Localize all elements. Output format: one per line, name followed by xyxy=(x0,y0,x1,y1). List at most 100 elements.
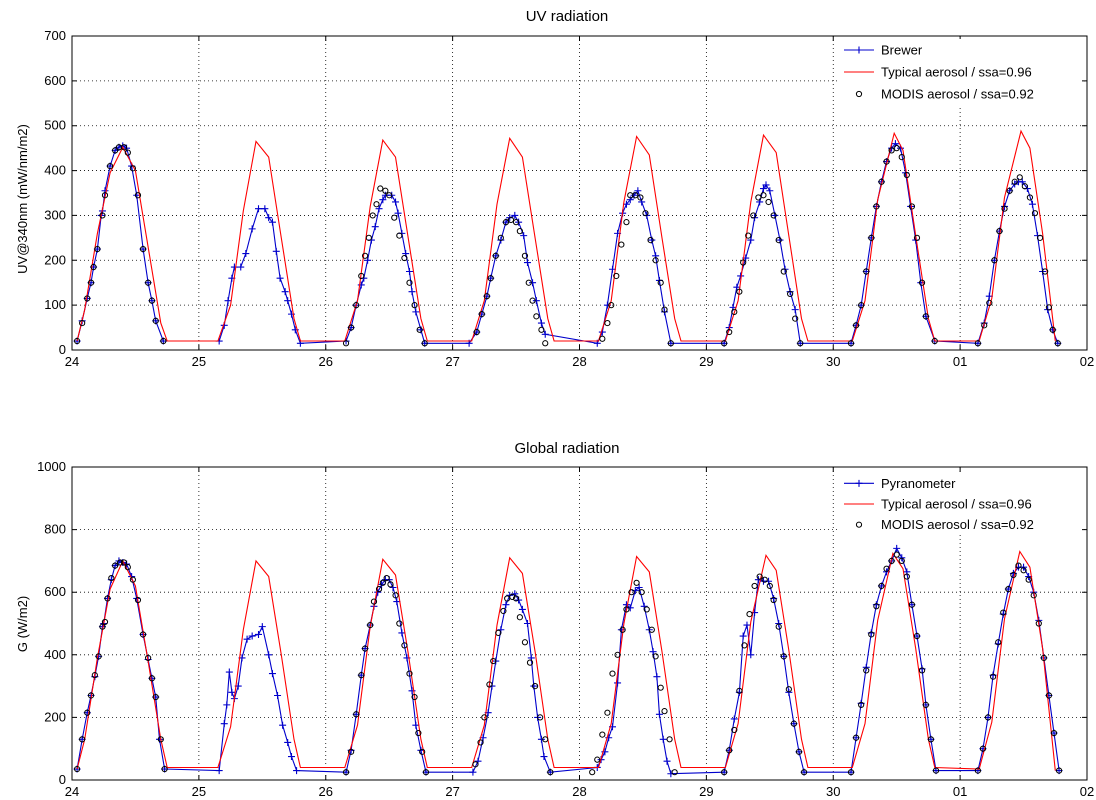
data-point-circle-126 xyxy=(1050,729,1058,737)
data-point-circle-70 xyxy=(726,328,733,336)
data-point-plus-48 xyxy=(375,205,383,213)
data-point-circle-18 xyxy=(148,675,156,682)
data-point-circle-50 xyxy=(512,595,520,602)
data-point-circle-127 xyxy=(1055,767,1063,774)
data-point-plus-82 xyxy=(605,734,613,742)
data-point-circle-8 xyxy=(106,162,114,170)
data-point-plus-74 xyxy=(529,279,537,287)
data-point-circle-38 xyxy=(415,729,422,737)
data-point-circle-118 xyxy=(1010,571,1017,579)
data-point-plus-100 xyxy=(730,715,738,723)
data-point-circle-66 xyxy=(657,279,664,286)
y-tick-label: 400 xyxy=(44,647,66,662)
data-point-circle-69 xyxy=(721,340,728,347)
data-point-circle-113 xyxy=(984,714,992,721)
data-point-circle-112 xyxy=(1026,194,1034,201)
data-point-circle-96 xyxy=(903,171,910,179)
data-point-circle-108 xyxy=(1006,187,1013,194)
data-point-circle-45 xyxy=(490,657,497,665)
data-point-circle-2 xyxy=(84,295,91,302)
x-tick-label: 27 xyxy=(445,784,459,799)
y-tick-label: 0 xyxy=(59,772,66,787)
data-point-plus-77 xyxy=(541,330,549,338)
data-point-circle-40 xyxy=(483,293,490,300)
data-point-plus-37 xyxy=(279,721,287,729)
data-point-circle-52 xyxy=(538,326,545,333)
x-tick-label: 27 xyxy=(445,354,459,369)
data-point-circle-46 xyxy=(512,219,520,226)
data-point-circle-41 xyxy=(472,761,479,768)
data-point-circle-92 xyxy=(883,158,890,165)
data-point-plus-24 xyxy=(223,701,231,709)
data-point-circle-35 xyxy=(401,642,408,649)
data-point-plus-58 xyxy=(412,308,420,316)
data-point-circle-117 xyxy=(1049,326,1056,333)
y-tick-label: 1000 xyxy=(37,459,66,474)
data-point-plus-89 xyxy=(635,584,643,592)
data-point-circle-68 xyxy=(638,589,645,596)
data-point-circle-4 xyxy=(90,263,97,271)
data-point-circle-70 xyxy=(648,626,655,633)
legend-label: MODIS aerosol / ssa=0.92 xyxy=(881,87,1034,102)
data-point-plus-legend xyxy=(855,46,863,54)
data-point-circle-101 xyxy=(888,557,895,565)
data-point-circle-61 xyxy=(604,709,611,716)
data-point-circle-88 xyxy=(780,653,787,660)
data-point-circle-28 xyxy=(370,598,378,605)
data-point-circle-73 xyxy=(661,708,668,715)
data-point-plus-52 xyxy=(392,198,400,206)
data-point-circle-107 xyxy=(1001,205,1008,212)
data-point-plus-36 xyxy=(274,691,282,699)
data-point-plus-98 xyxy=(733,283,741,291)
data-point-circle-71 xyxy=(731,308,738,315)
data-point-plus-71 xyxy=(518,605,526,613)
data-point-plus-139 xyxy=(1018,178,1026,186)
legend: Pyranometer Typical aerosol / ssa=0.96 MOD… xyxy=(837,473,1082,535)
data-point-plus-33 xyxy=(272,247,280,255)
grid xyxy=(72,467,1087,780)
data-point-circle-79 xyxy=(736,687,743,694)
data-point-circle-97 xyxy=(908,203,916,210)
data-point-circle-77 xyxy=(726,747,733,754)
data-point-circle-78 xyxy=(731,726,738,734)
data-point-plus-32 xyxy=(255,630,263,638)
chart-title: UV radiation xyxy=(526,8,609,25)
data-point-circle-13 xyxy=(129,165,136,172)
data-point-plus-119 xyxy=(862,663,870,671)
data-point-plus-35 xyxy=(268,670,276,678)
data-point-circle-116 xyxy=(1045,304,1053,311)
data-point-plus-45 xyxy=(364,256,372,264)
data-point-circle-100 xyxy=(922,313,929,320)
data-point-plus-25 xyxy=(225,668,233,676)
y-tick-label: 800 xyxy=(44,522,66,537)
data-point-plus-57 xyxy=(408,288,416,296)
y-axis-label: UV@340nm (mW/nm/m2) xyxy=(15,124,30,274)
data-point-circle-123 xyxy=(1035,620,1042,627)
data-point-circle-40 xyxy=(422,769,430,776)
data-point-circle-36 xyxy=(406,670,413,677)
data-point-plus-23 xyxy=(224,297,232,305)
legend-background xyxy=(837,39,1082,105)
data-point-circle-22 xyxy=(353,302,360,309)
data-point-circle-76 xyxy=(755,194,762,201)
data-point-circle-108 xyxy=(922,701,929,708)
data-point-circle-10 xyxy=(112,562,119,569)
data-point-circle-33 xyxy=(392,592,399,599)
data-point-plus-38 xyxy=(284,738,292,746)
series-line xyxy=(76,550,1056,771)
data-point-plus-34 xyxy=(265,651,273,659)
data-point-circle-65 xyxy=(623,606,630,613)
uv-radiation-chart: UV radiation UV@340nm (mW/nm/m2) 24 25 26 2… xyxy=(15,8,1094,369)
data-point-circle-114 xyxy=(990,673,997,680)
legend-label: Pyranometer xyxy=(881,476,956,491)
data-point-circle-54 xyxy=(599,335,606,342)
data-point-plus-94 xyxy=(655,710,663,718)
data-point-circle-69 xyxy=(643,606,650,613)
data-point-plus-39 xyxy=(287,753,295,761)
data-point-plus-26 xyxy=(228,688,236,696)
data-point-circle-56 xyxy=(608,302,615,309)
data-point-plus-96 xyxy=(663,757,671,765)
data-point-plus-28 xyxy=(248,225,256,233)
data-point-circle-21 xyxy=(161,765,168,773)
data-point-circle-82 xyxy=(787,290,794,298)
